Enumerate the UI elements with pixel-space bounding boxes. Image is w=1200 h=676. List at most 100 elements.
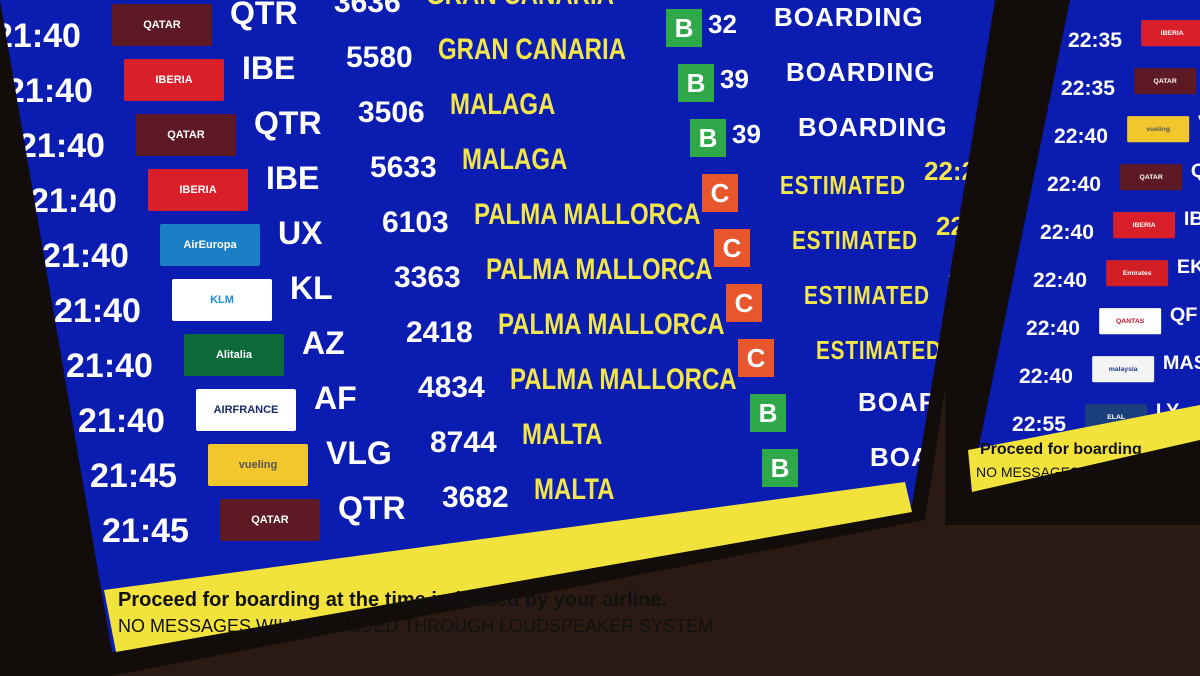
airline-logo: AirEuropa: [160, 224, 260, 266]
flight-number: 8744: [430, 426, 497, 459]
gate-zone-badge: B: [762, 449, 798, 487]
destination: PALMA MALLORCA: [498, 308, 725, 341]
destination: MALTA: [522, 418, 603, 451]
airline-logo: malaysia: [1092, 356, 1155, 383]
airline-logo: IBERIA: [124, 59, 224, 101]
departure-time: 21:40: [78, 402, 165, 440]
flight-status: BOARDING: [786, 57, 936, 87]
departure-time: 21:40: [66, 347, 153, 385]
footer-boarding-notice: Proceed for boarding at the time indicat…: [118, 589, 667, 611]
side-footer-loudspeaker-notice: NO MESSAGES WILL BE ISS: [976, 464, 1165, 480]
departure-time: 21:45: [102, 512, 189, 550]
airline-logo: IBERIA: [1141, 20, 1200, 47]
departure-time: 22:40: [1033, 268, 1087, 292]
departure-time: 21:40: [6, 72, 93, 110]
gate-zone-badge: B: [750, 394, 786, 432]
gate-number: 39: [732, 119, 761, 149]
departure-time: 22:40: [1040, 220, 1094, 244]
flight-number: 4834: [418, 371, 485, 404]
flight-row: 21:40 AirEuropa UX 6103 PALMA MALLORCA C ESTIM…: [42, 156, 995, 282]
departure-time: 21:40: [54, 292, 141, 330]
flight-row: 21:40 QATAR QTR 3506 MALAGA B 39 BOARDING: [18, 57, 995, 172]
destination: GRAN CANARIA: [438, 33, 626, 66]
airline-logo: vueling: [1127, 116, 1190, 143]
airline-logo: QATAR: [112, 4, 212, 46]
flight-number: 6103: [382, 206, 449, 239]
flight-number: 5580: [346, 41, 413, 74]
airline-logo: QANTAS: [1099, 308, 1162, 335]
gate-zone-badge: C: [702, 174, 738, 212]
airline-logo: KLM: [172, 279, 272, 321]
gate-zone-badge: B: [678, 64, 714, 102]
airline-code: KL: [290, 270, 333, 306]
airline-code: QTR: [338, 490, 406, 526]
flight-status: ESTIMATED: [792, 225, 918, 255]
gate-zone-badge: C: [714, 229, 750, 267]
side-flight-row: 22:40QANTASQF8: [1026, 303, 1200, 344]
side-flight-row: 22:40 IBERIA IBE: [1040, 207, 1200, 248]
airline-code: EK: [1176, 255, 1200, 278]
flight-number: 5633: [370, 151, 437, 184]
airline-code: QT: [1191, 154, 1200, 186]
gate-zone-badge: C: [738, 339, 774, 377]
destination: GRAN CANARIA: [426, 0, 614, 21]
airline-code: QTR: [230, 0, 298, 31]
flight-status: ESTIMATED: [804, 280, 930, 310]
departure-time: 22:40: [1047, 172, 1101, 196]
airline-logo: QATAR: [220, 499, 320, 541]
flight-status: ESTIMATED: [780, 170, 906, 200]
destination: PALMA MALLORCA: [474, 198, 701, 231]
flight-status: BOARDING: [798, 112, 948, 142]
flight-status: BOARDING: [774, 2, 924, 32]
airline-logo: Alitalia: [184, 334, 284, 376]
departure-time: 22:40: [1019, 364, 1073, 388]
airline-code: UX: [278, 215, 323, 251]
side-flight-row: 22:40vuelingVL: [1054, 111, 1200, 152]
side-flight-row: 22:40 Emirates EK: [1033, 255, 1200, 296]
airline-code: MAS: [1162, 351, 1200, 374]
gate-zone-badge: C: [726, 284, 762, 322]
flight-number: 3682: [442, 481, 509, 514]
gate-number: 32: [708, 9, 737, 39]
airline-logo: QATAR: [1120, 164, 1183, 191]
destination: PALMA MALLORCA: [486, 253, 713, 286]
airline-code: AZ: [302, 325, 345, 361]
side-flight-row: 22:35 QATAR: [1061, 68, 1200, 104]
airline-logo: IBERIA: [148, 169, 248, 211]
airline-code: QTR: [254, 105, 322, 141]
side-flight-row: 22:35 IBERIA: [1068, 20, 1200, 56]
side-flight-row: 22:40malaysiaMAS450: [1019, 351, 1200, 392]
side-footer-boarding-notice: Proceed for boarding: [980, 441, 1142, 458]
departure-time: 21:40: [18, 127, 105, 165]
destination: MALAGA: [450, 88, 556, 121]
gate-zone-badge: B: [666, 9, 702, 47]
departure-time: 22:35: [1061, 76, 1115, 100]
footer-loudspeaker-notice: NO MESSAGES WILL BE ISSUED THROUGH LOUDS…: [118, 616, 714, 636]
departure-time: 21:40: [0, 17, 81, 55]
flight-row: 21:40 IBERIA IBE 5633 MALAGA B 39 BOARDING: [30, 112, 995, 227]
flight-row: 21:40 Alitalia AZ 2418 PALMA MALLORCA C ESTIMA…: [66, 266, 995, 392]
gate-number: 39: [720, 64, 749, 94]
destination: PALMA MALLORCA: [510, 363, 737, 396]
airline-logo: QATAR: [1134, 68, 1197, 95]
airline-code: AF: [314, 380, 357, 416]
airline-code: IBE: [266, 160, 320, 196]
airline-logo: AIRFRANCE: [196, 389, 296, 431]
departure-time: 22:40: [1054, 124, 1108, 148]
departure-time: 22:55: [1012, 412, 1066, 436]
flight-row: 21:40 AIRFRANCE AF 4834 PALMA MALLORCA C ESTIM…: [78, 321, 995, 447]
airline-code: VL: [1198, 106, 1200, 138]
flight-row: 21:45vuelingVLG8744MALTABBOARDING: [90, 387, 995, 502]
departure-time: 21:40: [42, 237, 129, 275]
flight-number: 3363: [394, 261, 461, 294]
airline-logo: Emirates: [1106, 260, 1169, 287]
departure-time: 21:45: [90, 457, 177, 495]
airline-code: QF: [1169, 303, 1198, 326]
airline-code: VLG: [326, 435, 392, 471]
departure-time: 21:40: [30, 182, 117, 220]
gate-zone-badge: B: [690, 119, 726, 157]
flight-number: 3506: [358, 96, 425, 129]
airline-code: IBE: [242, 50, 296, 86]
